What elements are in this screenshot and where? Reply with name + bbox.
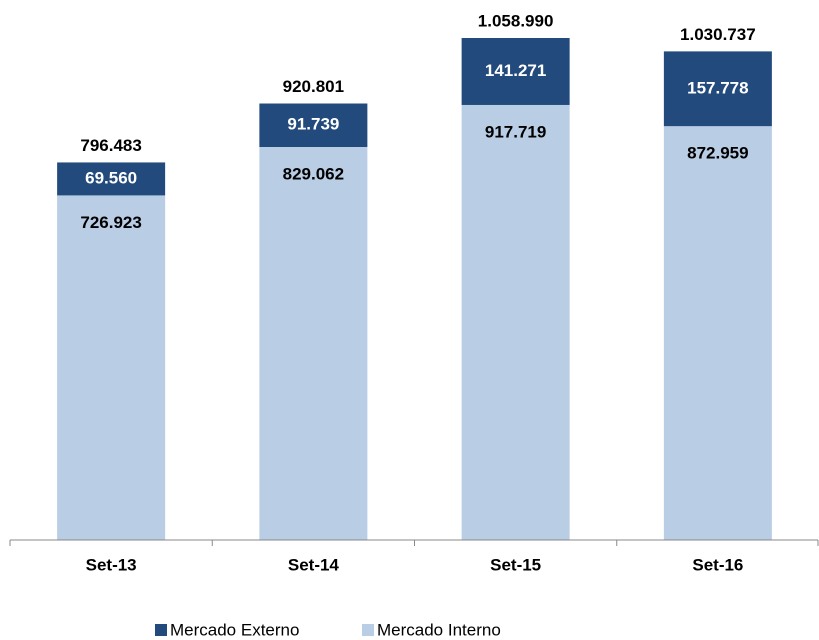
total-label: 920.801 (283, 77, 344, 96)
value-label: 829.062 (283, 164, 344, 183)
bar-segment (259, 103, 368, 147)
x-tick-label: Set-15 (490, 555, 541, 574)
bar-segment (461, 38, 570, 105)
bar-segment (663, 126, 772, 541)
value-label: 157.778 (687, 78, 748, 97)
total-label: 796.483 (80, 136, 141, 155)
bar-segment (57, 195, 166, 540)
legend-swatch (155, 624, 167, 636)
bar-segment (663, 51, 772, 127)
total-label: 1.030.737 (680, 25, 756, 44)
bar-segment (57, 162, 166, 196)
value-label: 726.923 (80, 213, 141, 232)
value-label: 141.271 (485, 61, 546, 80)
value-label: 872.959 (687, 144, 748, 163)
value-label: 91.739 (287, 115, 339, 134)
bar-segment (259, 146, 368, 541)
x-tick-label: Set-14 (288, 555, 340, 574)
legend-label: Mercado Externo (170, 620, 299, 639)
x-tick-label: Set-13 (86, 555, 137, 574)
bar-segment (461, 104, 570, 540)
legend-swatch (362, 624, 374, 636)
legend-label: Mercado Interno (377, 620, 501, 639)
x-tick-label: Set-16 (692, 555, 743, 574)
value-label: 69.560 (85, 168, 137, 187)
total-label: 1.058.990 (478, 11, 554, 30)
value-label: 917.719 (485, 122, 546, 141)
